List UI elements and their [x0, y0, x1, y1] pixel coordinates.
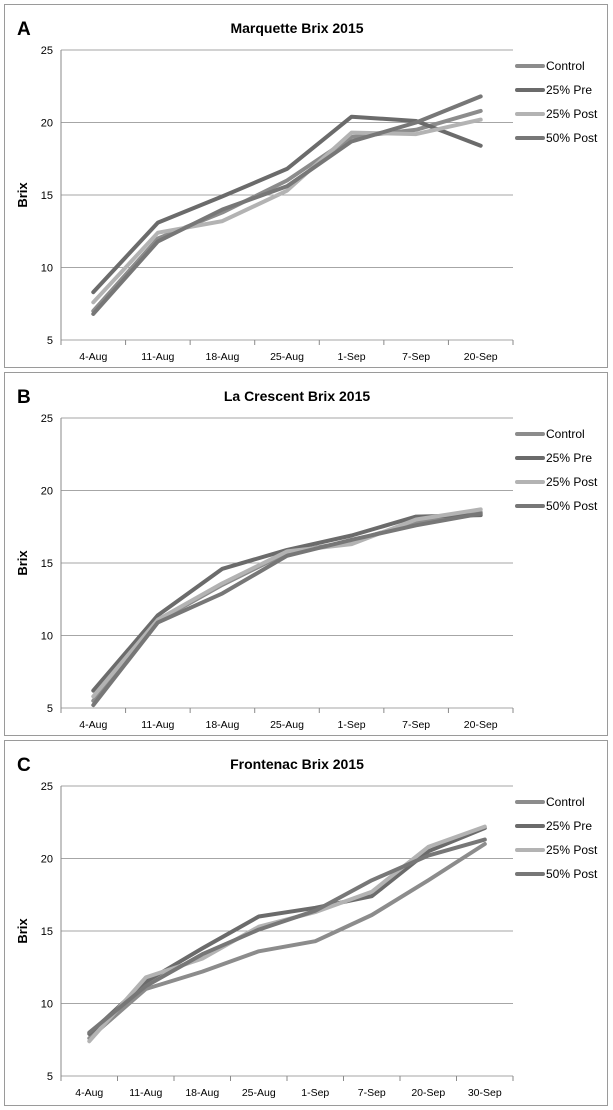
- chart-a: A Marquette Brix 2015 Brix 5 10 15 20 25 4-Aug 11…: [15, 19, 598, 363]
- panel-letter: A: [17, 19, 31, 40]
- chart-b: B La Crescent Brix 2015 Brix 5 10 15 20 25 4-Aug…: [15, 387, 598, 731]
- chart-title: Marquette Brix 2015: [230, 20, 363, 36]
- series-line: [91, 510, 483, 703]
- x-tick-label: 4-Aug: [75, 1087, 103, 1099]
- y-tick-label: 10: [41, 999, 53, 1011]
- chart-panel-c: C Frontenac Brix 2015 Brix 5 10 15 20 25 4-Aug 11…: [4, 740, 608, 1106]
- x-tick-label: 11-Aug: [141, 351, 174, 363]
- y-tick-label: 5: [47, 703, 53, 715]
- x-tick-label: 18-Aug: [205, 719, 239, 731]
- legend-label: 25% Pre: [546, 819, 592, 833]
- y-tick-label: 25: [41, 781, 53, 793]
- legend-label: 50% Post: [546, 499, 598, 513]
- x-tick-label: 20-Sep: [464, 351, 498, 363]
- legend-label: 50% Post: [546, 867, 598, 881]
- series-line: [91, 114, 483, 295]
- x-tick-label: 20-Sep: [411, 1087, 445, 1099]
- x-tick-label: 1-Sep: [338, 351, 366, 363]
- y-tick-label: 25: [41, 45, 53, 57]
- y-tick-label: 5: [47, 1071, 53, 1083]
- legend-label: 25% Post: [546, 843, 598, 857]
- y-tick-label: 15: [41, 558, 53, 570]
- chart-panel-a: A Marquette Brix 2015 Brix 5 10 15 20 25 4-Aug 11…: [4, 4, 608, 368]
- x-tick-label: 1-Sep: [301, 1087, 329, 1099]
- legend-label: 25% Pre: [546, 451, 592, 465]
- panel-letter: B: [17, 387, 31, 408]
- legend-label: Control: [546, 427, 585, 441]
- series-line: [91, 117, 483, 305]
- series-line: [87, 842, 487, 1041]
- legend-label: 25% Pre: [546, 83, 592, 97]
- y-axis-label: Brix: [15, 550, 30, 576]
- series-line: [91, 513, 483, 693]
- y-tick-label: 20: [41, 118, 53, 130]
- legend-label: Control: [546, 795, 585, 809]
- y-tick-label: 25: [41, 413, 53, 425]
- y-tick-label: 20: [41, 486, 53, 498]
- y-tick-label: 15: [41, 190, 53, 202]
- chart-title: Frontenac Brix 2015: [230, 756, 364, 772]
- y-axis-label: Brix: [15, 918, 30, 944]
- series-line: [91, 507, 483, 699]
- chart-c: C Frontenac Brix 2015 Brix 5 10 15 20 25 4-Aug 11…: [15, 755, 598, 1099]
- x-tick-label: 1-Sep: [338, 719, 366, 731]
- y-tick-label: 10: [41, 263, 53, 275]
- x-tick-label: 7-Sep: [402, 719, 430, 731]
- series-line: [91, 94, 483, 316]
- series-line: [91, 108, 483, 313]
- x-tick-label: 25-Aug: [242, 1087, 276, 1099]
- chart-title: La Crescent Brix 2015: [224, 388, 371, 404]
- x-tick-label: 30-Sep: [468, 1087, 502, 1099]
- x-tick-label: 11-Aug: [141, 719, 174, 731]
- panel-letter: C: [17, 755, 31, 776]
- y-tick-label: 5: [47, 335, 53, 347]
- legend-label: 50% Post: [546, 131, 598, 145]
- y-tick-label: 15: [41, 926, 53, 938]
- legend-label: 25% Post: [546, 475, 598, 489]
- x-tick-label: 4-Aug: [79, 351, 107, 363]
- series-line: [87, 837, 487, 1035]
- y-tick-label: 10: [41, 631, 53, 643]
- y-axis-label: Brix: [15, 182, 30, 208]
- x-tick-label: 18-Aug: [205, 351, 239, 363]
- chart-panel-b: B La Crescent Brix 2015 Brix 5 10 15 20 25 4-Aug…: [4, 372, 608, 736]
- x-tick-label: 25-Aug: [270, 351, 304, 363]
- legend-label: 25% Post: [546, 107, 598, 121]
- series-line: [91, 511, 483, 708]
- legend-label: Control: [546, 59, 585, 73]
- x-tick-label: 4-Aug: [79, 719, 107, 731]
- y-tick-label: 20: [41, 854, 53, 866]
- x-tick-label: 7-Sep: [358, 1087, 386, 1099]
- x-tick-label: 20-Sep: [464, 719, 498, 731]
- x-tick-label: 11-Aug: [129, 1087, 162, 1099]
- x-tick-label: 18-Aug: [185, 1087, 219, 1099]
- x-tick-label: 25-Aug: [270, 719, 304, 731]
- x-tick-label: 7-Sep: [402, 351, 430, 363]
